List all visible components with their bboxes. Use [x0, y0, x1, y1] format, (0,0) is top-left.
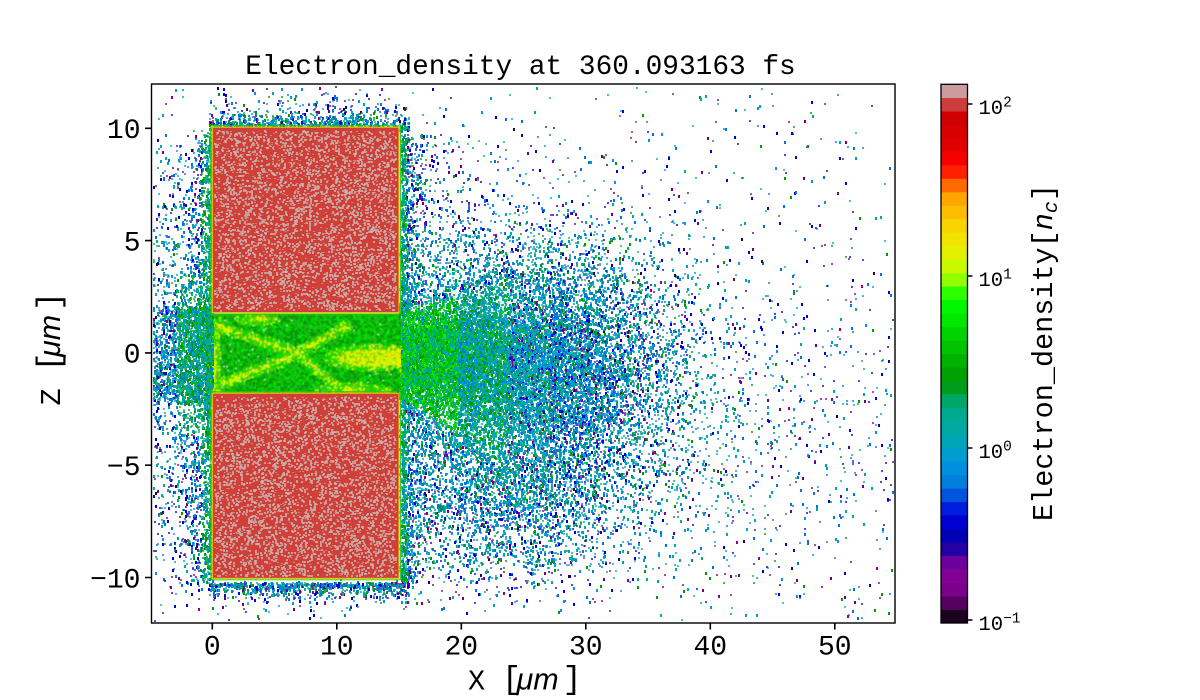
svg-text:50: 50	[818, 633, 852, 664]
svg-text:0: 0	[204, 633, 221, 664]
svg-text:10: 10	[320, 633, 354, 664]
svg-text:Electron_density[nc]: Electron_density[nc]	[1028, 184, 1064, 521]
svg-text:X[μm]: X [μm]	[468, 662, 582, 699]
svg-text:−5: −5	[107, 453, 141, 484]
svg-text:20: 20	[444, 633, 478, 664]
svg-text:5: 5	[124, 228, 141, 259]
svg-text:−10: −10	[90, 565, 140, 596]
svg-text:10: 10	[107, 116, 141, 147]
svg-text:Z[μm]: Z[μm]	[32, 292, 69, 406]
svg-text:30: 30	[569, 633, 603, 664]
svg-text:40: 40	[693, 633, 727, 664]
svg-text:Electron_density at 360.093163: Electron_density at 360.093163 fs	[245, 52, 795, 83]
svg-text:0: 0	[124, 341, 141, 372]
